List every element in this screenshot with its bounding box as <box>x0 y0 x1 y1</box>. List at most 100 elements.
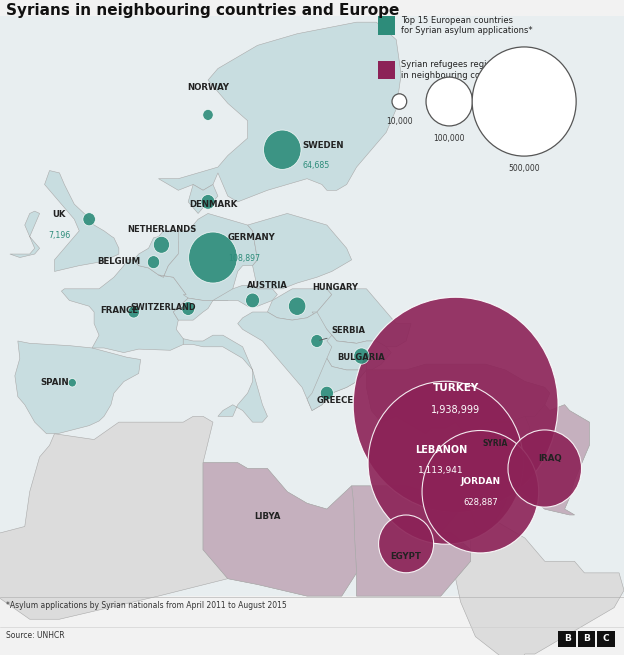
Text: LIBYA: LIBYA <box>254 512 281 521</box>
Text: AUSTRIA: AUSTRIA <box>247 281 288 290</box>
Circle shape <box>311 335 323 347</box>
Polygon shape <box>158 22 401 202</box>
Polygon shape <box>238 312 366 411</box>
Polygon shape <box>456 417 530 474</box>
Circle shape <box>203 109 213 121</box>
Circle shape <box>422 430 539 553</box>
Text: B: B <box>583 635 590 643</box>
Bar <box>558 631 576 647</box>
Polygon shape <box>10 211 39 257</box>
Text: *Asylum applications by Syrian nationals from April 2011 to August 2015: *Asylum applications by Syrian nationals… <box>6 601 287 610</box>
Text: IRAQ: IRAQ <box>538 454 562 462</box>
Polygon shape <box>366 364 550 434</box>
Polygon shape <box>351 486 470 596</box>
Polygon shape <box>351 486 470 596</box>
Text: NETHERLANDS: NETHERLANDS <box>127 225 196 234</box>
Text: SERBIA: SERBIA <box>332 326 366 335</box>
Text: 500,000: 500,000 <box>509 164 540 173</box>
Circle shape <box>320 386 333 400</box>
Polygon shape <box>134 231 183 277</box>
Text: EGYPT: EGYPT <box>391 552 422 561</box>
Polygon shape <box>0 417 228 619</box>
Polygon shape <box>173 298 213 320</box>
Polygon shape <box>456 417 530 474</box>
Polygon shape <box>500 405 589 515</box>
Circle shape <box>368 381 524 544</box>
Circle shape <box>154 236 170 253</box>
Circle shape <box>68 379 76 387</box>
Text: 1,113,941: 1,113,941 <box>418 466 464 476</box>
Polygon shape <box>44 170 119 271</box>
Polygon shape <box>158 214 258 301</box>
Text: DENMARK: DENMARK <box>189 200 237 209</box>
Circle shape <box>508 430 582 507</box>
Text: BULGARIA: BULGARIA <box>338 353 386 362</box>
Circle shape <box>353 297 558 512</box>
Bar <box>0 16 624 596</box>
Text: HUNGARY: HUNGARY <box>312 284 358 292</box>
Polygon shape <box>203 462 356 596</box>
Circle shape <box>426 77 472 126</box>
Text: BELGIUM: BELGIUM <box>97 257 140 266</box>
Circle shape <box>246 293 260 308</box>
Circle shape <box>201 195 215 209</box>
Polygon shape <box>446 457 470 492</box>
Text: SWEDEN: SWEDEN <box>302 141 344 150</box>
Text: JORDAN: JORDAN <box>461 477 500 486</box>
Text: Syrians in neighbouring countries and Europe: Syrians in neighbouring countries and Eu… <box>6 3 399 18</box>
Text: 628,887: 628,887 <box>463 498 498 507</box>
Text: UK: UK <box>52 210 66 219</box>
Text: NORWAY: NORWAY <box>187 83 229 92</box>
Circle shape <box>188 232 237 283</box>
Circle shape <box>392 94 407 109</box>
Polygon shape <box>307 358 366 411</box>
Text: B: B <box>563 635 571 643</box>
Circle shape <box>354 348 369 364</box>
Text: SYRIA: SYRIA <box>482 439 508 447</box>
Polygon shape <box>248 214 351 289</box>
Text: 108,897: 108,897 <box>228 254 260 263</box>
Polygon shape <box>466 474 510 533</box>
Polygon shape <box>15 341 140 434</box>
Circle shape <box>128 306 139 318</box>
Text: Source: UNHCR: Source: UNHCR <box>6 631 65 640</box>
Circle shape <box>263 130 301 170</box>
Text: GERMANY: GERMANY <box>228 233 276 242</box>
Polygon shape <box>61 260 188 352</box>
Circle shape <box>83 213 95 226</box>
Polygon shape <box>188 185 218 214</box>
Text: 100,000: 100,000 <box>434 134 465 143</box>
Bar <box>378 61 395 79</box>
Circle shape <box>288 297 306 315</box>
Polygon shape <box>366 364 550 434</box>
Text: C: C <box>603 635 609 643</box>
Polygon shape <box>456 509 624 655</box>
Polygon shape <box>203 462 356 596</box>
Circle shape <box>379 515 434 572</box>
Text: TURKEY: TURKEY <box>432 383 479 393</box>
Text: 64,685: 64,685 <box>302 162 329 170</box>
Text: 10,000: 10,000 <box>386 117 412 126</box>
Bar <box>378 16 395 35</box>
Text: FRANCE: FRANCE <box>100 307 138 316</box>
Polygon shape <box>500 405 589 515</box>
Bar <box>597 631 615 647</box>
Polygon shape <box>213 286 277 307</box>
Text: Syrian refugees registered
in neighbouring countries: Syrian refugees registered in neighbouri… <box>401 60 514 80</box>
Circle shape <box>182 301 195 316</box>
Bar <box>578 631 595 647</box>
Polygon shape <box>312 289 411 346</box>
Text: 1,938,999: 1,938,999 <box>431 405 480 415</box>
Text: Top 15 European countries
for Syrian asylum applications*: Top 15 European countries for Syrian asy… <box>401 16 533 35</box>
Circle shape <box>472 47 576 156</box>
Text: LEBANON: LEBANON <box>414 445 467 455</box>
Polygon shape <box>466 474 510 533</box>
Polygon shape <box>268 289 332 320</box>
Polygon shape <box>446 457 470 492</box>
Polygon shape <box>183 335 268 422</box>
Polygon shape <box>327 335 391 370</box>
Text: 7,196: 7,196 <box>48 231 71 240</box>
Text: GREECE: GREECE <box>316 396 353 405</box>
Text: SPAIN: SPAIN <box>40 379 69 387</box>
Text: SWITZERLAND: SWITZERLAND <box>130 303 196 312</box>
